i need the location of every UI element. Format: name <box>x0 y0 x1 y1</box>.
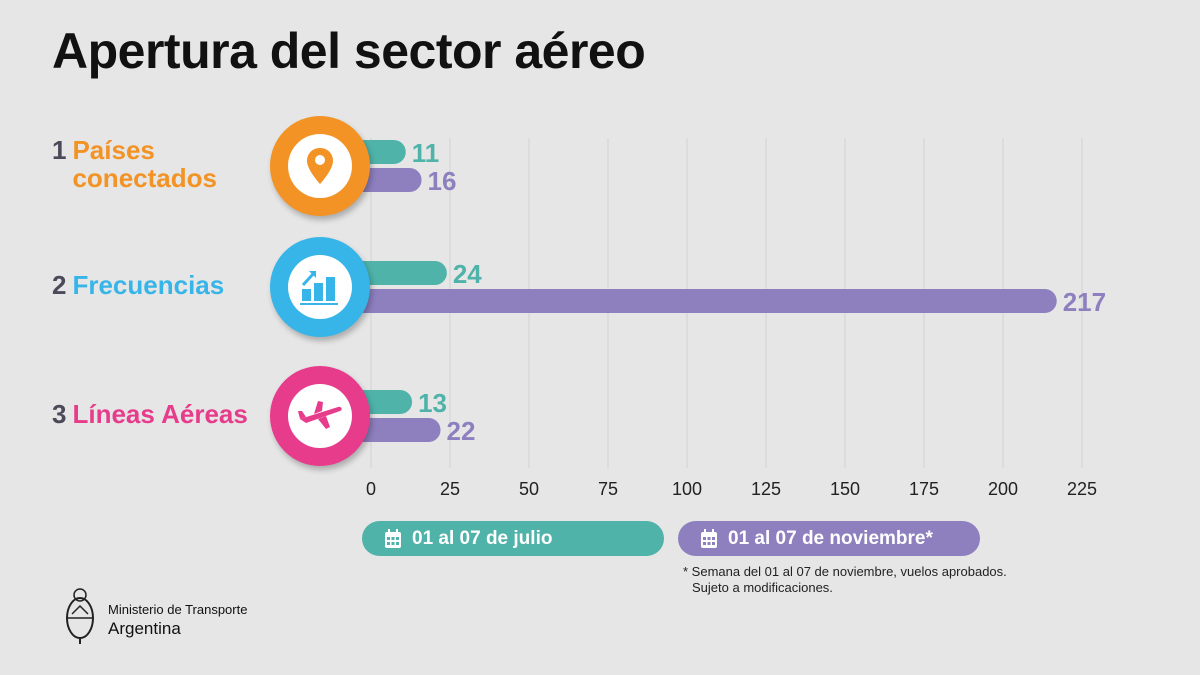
category-icon-badge <box>270 116 370 216</box>
category-icon-badge <box>270 237 370 337</box>
logo-line1: Ministerio de Transporte <box>108 602 248 617</box>
x-tick-label: 25 <box>440 479 460 499</box>
legend-july: 01 al 07 de julio <box>362 521 664 556</box>
category-number: 2 <box>52 270 67 300</box>
x-tick-label: 175 <box>909 479 939 499</box>
category-text: conectados <box>72 163 217 193</box>
x-tick-label: 100 <box>672 479 702 499</box>
coat-of-arms-icon <box>66 588 94 644</box>
bar-value-label: 11 <box>412 138 440 168</box>
bar-value-label: 16 <box>428 166 457 196</box>
calendar-icon <box>385 528 401 548</box>
location-pin-icon <box>288 134 352 198</box>
x-tick-label: 0 <box>366 479 376 499</box>
bar-november <box>330 289 1057 313</box>
ministry-logo-text: Ministerio de Transporte Argentina <box>108 602 247 639</box>
footnote-line: * Semana del 01 al 07 de noviembre, vuel… <box>683 564 1007 579</box>
legend-label: 01 al 07 de noviembre* <box>728 527 933 549</box>
category-label: 3 Líneas Aéreas <box>52 400 248 428</box>
x-tick-label: 200 <box>988 479 1018 499</box>
category-icon-badge <box>270 366 370 466</box>
category-label: 1Países1conectados <box>52 136 217 192</box>
category-text: Frecuencias <box>72 270 225 300</box>
growth-chart-icon <box>288 255 352 319</box>
x-tick-label: 150 <box>830 479 860 499</box>
category-number: 1 <box>52 135 67 165</box>
category-label: 2 Frecuencias <box>52 271 224 299</box>
legend-november: 01 al 07 de noviembre* <box>678 521 980 556</box>
logo-line2: Argentina <box>108 619 181 638</box>
bar-value-label: 22 <box>447 416 476 446</box>
page-title: Apertura del sector aéreo <box>52 23 646 79</box>
bar-value-label: 24 <box>453 259 482 289</box>
footnote: * Semana del 01 al 07 de noviembre, vuel… <box>683 564 1007 596</box>
airplane-icon <box>288 384 352 448</box>
footnote-line: Sujeto a modificaciones. <box>692 580 833 595</box>
category-text: Países <box>72 135 155 165</box>
x-tick-label: 225 <box>1067 479 1097 499</box>
bar-value-label: 217 <box>1063 287 1106 317</box>
category-text: Líneas Aéreas <box>72 399 248 429</box>
x-tick-label: 50 <box>519 479 539 499</box>
calendar-icon <box>701 528 717 548</box>
category-number: 3 <box>52 399 67 429</box>
x-tick-label: 125 <box>751 479 781 499</box>
legend-label: 01 al 07 de julio <box>412 527 553 549</box>
x-tick-label: 75 <box>598 479 618 499</box>
bar-value-label: 13 <box>418 388 447 418</box>
